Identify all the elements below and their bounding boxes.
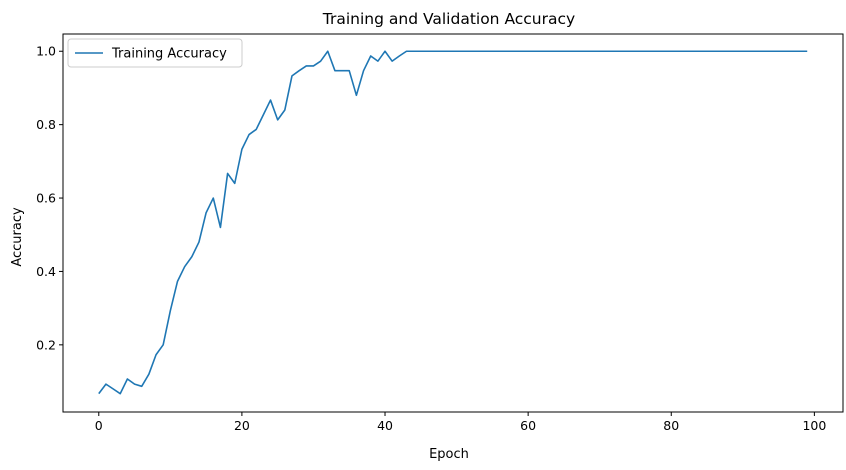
y-axis-label: Accuracy — [10, 207, 25, 267]
series-layer — [98, 50, 808, 395]
y-tick-label: 0.4 — [36, 264, 56, 279]
chart-title: Training and Validation Accuracy — [322, 10, 575, 28]
x-tick-label: 80 — [663, 418, 679, 433]
y-axis-ticks: 0.2 0.4 0.6 0.8 1.0 — [36, 44, 63, 352]
x-tick-label: 20 — [234, 418, 250, 433]
series-line-training-accuracy — [98, 50, 808, 395]
x-axis-label: Epoch — [429, 447, 469, 462]
axes-frame — [62, 33, 844, 413]
legend-label: Training Accuracy — [111, 47, 227, 62]
x-tick-label: 100 — [802, 418, 826, 433]
legend-box — [67, 38, 243, 68]
y-tick-label: 0.2 — [36, 337, 56, 352]
x-axis-ticks: 0 20 40 60 80 100 — [95, 412, 826, 433]
legend: Training Accuracy — [67, 38, 243, 68]
x-tick-label: 0 — [95, 418, 103, 433]
y-tick-label: 1.0 — [36, 44, 56, 59]
x-tick-label: 40 — [377, 418, 393, 433]
y-tick-label: 0.6 — [36, 191, 56, 206]
x-tick-label: 60 — [520, 418, 536, 433]
y-tick-label: 0.8 — [36, 117, 56, 132]
